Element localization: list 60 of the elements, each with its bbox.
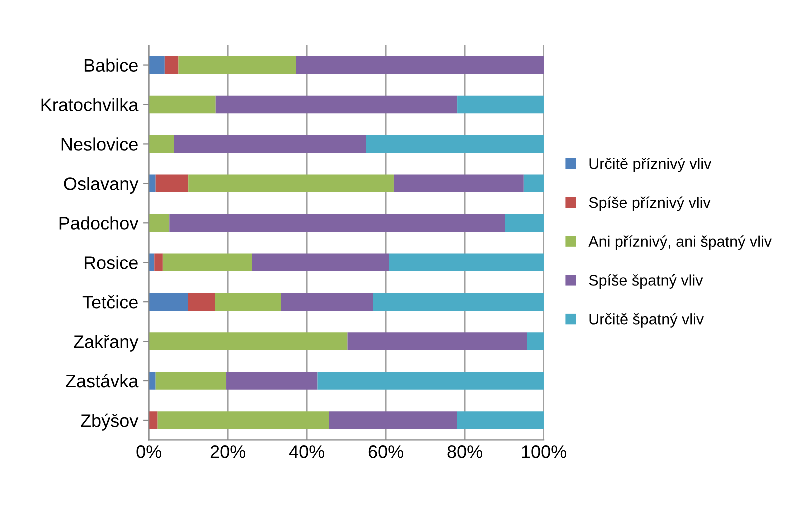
bar [458, 96, 544, 114]
y-tick-label: Zastávka [66, 374, 139, 388]
x-tick-label: 40% [289, 446, 325, 458]
bar [149, 412, 158, 430]
bar [216, 96, 458, 114]
legend-label: Určitě příznivý vliv [590, 158, 712, 172]
bar [164, 56, 179, 74]
bar [394, 174, 524, 193]
bar [149, 214, 170, 232]
legend-label: Určitě špatný vliv [590, 313, 704, 328]
bar [524, 174, 544, 193]
y-tick-label: Oslavany [64, 177, 139, 194]
y-tick-label: Kratochvilka [42, 98, 139, 112]
x-tick-label: 60% [368, 446, 404, 458]
bar [188, 293, 216, 311]
x-tick-label: 80% [448, 446, 482, 458]
bar [170, 214, 506, 232]
bar [149, 56, 165, 74]
bar [156, 174, 189, 193]
bar [178, 56, 296, 74]
x-tick-label: 20% [210, 446, 246, 458]
bar [149, 135, 174, 154]
bar [505, 214, 544, 232]
y-tick-label: Zbýšov [81, 414, 139, 431]
bar [162, 254, 252, 272]
bar [215, 293, 282, 311]
bar [174, 135, 366, 154]
bar [348, 332, 528, 350]
bar [389, 254, 544, 272]
y-tick-label: Zakřany [74, 334, 139, 352]
bar [252, 254, 390, 272]
bar [329, 412, 458, 430]
y-tick-label: Rosice [84, 256, 138, 270]
legend-label: Spíše špatný vliv [589, 274, 704, 289]
bar [154, 254, 163, 272]
bar [296, 56, 544, 74]
x-tick-label: 100% [522, 446, 566, 458]
bar [149, 254, 155, 272]
bar [156, 372, 227, 390]
x-tick-label: 0% [136, 446, 162, 458]
y-tick-label: Babice [84, 58, 138, 72]
bar [373, 293, 544, 311]
legend-label: Ani příznivý, ani špatný vliv [588, 236, 772, 250]
bar [188, 174, 394, 193]
bar [226, 372, 318, 390]
bar [149, 332, 348, 350]
bar [149, 96, 216, 114]
y-tick-label: Tetčice [82, 295, 138, 309]
bar [457, 412, 544, 430]
bar [281, 293, 374, 311]
bar [149, 372, 156, 390]
y-tick-label: Padochov [60, 216, 139, 230]
bar [158, 412, 330, 430]
bar [149, 293, 188, 311]
bar [149, 174, 156, 193]
bar [366, 135, 544, 154]
bar [527, 332, 544, 350]
legend-label: Spíše příznivý vliv [589, 196, 711, 212]
y-tick-label: Neslovice [62, 138, 138, 151]
bar [318, 372, 544, 390]
